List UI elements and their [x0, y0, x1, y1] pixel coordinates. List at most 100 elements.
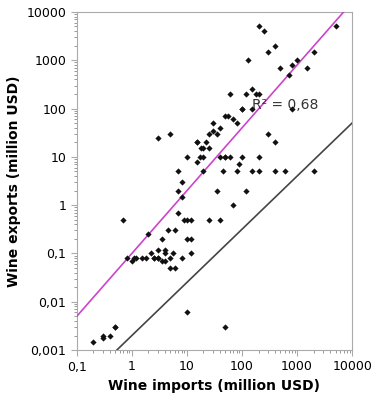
Point	[277, 64, 283, 71]
Point	[272, 139, 278, 146]
Point	[255, 23, 262, 30]
Point	[131, 255, 137, 261]
Point	[200, 168, 207, 175]
Point	[214, 131, 220, 137]
Point	[230, 202, 236, 208]
Point	[100, 332, 106, 339]
Point	[112, 324, 118, 330]
Point	[217, 216, 223, 223]
Point	[172, 265, 178, 271]
Point	[184, 236, 190, 242]
Point	[239, 154, 245, 160]
Point	[138, 255, 144, 261]
Point	[222, 113, 229, 119]
Point	[289, 105, 295, 112]
Point	[233, 168, 240, 175]
Point	[222, 154, 229, 160]
Point	[225, 113, 231, 119]
Point	[188, 216, 194, 223]
Point	[179, 194, 185, 200]
Point	[188, 236, 194, 242]
Point	[230, 116, 236, 122]
Point	[255, 168, 262, 175]
Point	[294, 57, 300, 64]
Point	[285, 72, 291, 78]
Point	[100, 334, 106, 341]
Point	[169, 250, 175, 257]
Point	[203, 139, 209, 146]
Point	[243, 91, 249, 97]
Point	[167, 265, 173, 271]
Point	[175, 168, 182, 175]
Point	[289, 62, 295, 68]
Point	[124, 255, 130, 261]
Point	[107, 332, 113, 339]
Point	[255, 91, 262, 97]
Point	[236, 161, 243, 168]
X-axis label: Wine imports (million USD): Wine imports (million USD)	[108, 379, 321, 393]
Point	[311, 48, 317, 55]
Point	[220, 168, 226, 175]
Point	[311, 168, 317, 175]
Point	[151, 255, 157, 261]
Point	[198, 145, 204, 152]
Point	[165, 227, 171, 234]
Point	[239, 105, 245, 112]
Point	[249, 105, 255, 112]
Point	[227, 154, 233, 160]
Point	[120, 216, 126, 223]
Point	[182, 216, 188, 223]
Point	[206, 216, 212, 223]
Point	[210, 127, 216, 134]
Point	[206, 145, 212, 152]
Point	[184, 216, 190, 223]
Point	[188, 250, 194, 257]
Point	[255, 154, 262, 160]
Point	[184, 309, 190, 316]
Point	[214, 188, 220, 194]
Point	[227, 91, 233, 97]
Point	[304, 64, 310, 71]
Point	[272, 168, 278, 175]
Point	[148, 250, 154, 257]
Point	[90, 338, 96, 345]
Point	[265, 48, 271, 55]
Point	[253, 91, 259, 97]
Point	[175, 188, 182, 194]
Point	[243, 188, 249, 194]
Point	[249, 86, 255, 92]
Point	[222, 154, 229, 160]
Point	[159, 236, 165, 242]
Point	[184, 154, 190, 160]
Point	[197, 154, 203, 160]
Point	[112, 324, 118, 330]
Point	[265, 131, 271, 137]
Point	[175, 210, 182, 216]
Point	[245, 57, 251, 64]
Point	[206, 131, 212, 137]
Point	[167, 255, 173, 261]
Point	[272, 42, 278, 49]
Point	[210, 120, 216, 126]
Point	[200, 145, 207, 152]
Point	[172, 227, 178, 234]
Point	[222, 324, 229, 330]
Point	[159, 258, 165, 264]
Point	[155, 134, 161, 141]
Point	[200, 154, 207, 160]
Point	[233, 120, 240, 126]
Point	[217, 154, 223, 160]
Y-axis label: Wine exports (million USD): Wine exports (million USD)	[7, 75, 21, 287]
Point	[194, 158, 200, 165]
Point	[151, 255, 157, 261]
Point	[261, 28, 267, 34]
Point	[155, 255, 161, 261]
Point	[155, 255, 161, 261]
Point	[129, 258, 135, 264]
Point	[162, 258, 168, 264]
Point	[179, 255, 185, 261]
Point	[194, 139, 200, 146]
Point	[133, 255, 139, 261]
Text: R² = 0,68: R² = 0,68	[252, 98, 318, 112]
Point	[239, 105, 245, 112]
